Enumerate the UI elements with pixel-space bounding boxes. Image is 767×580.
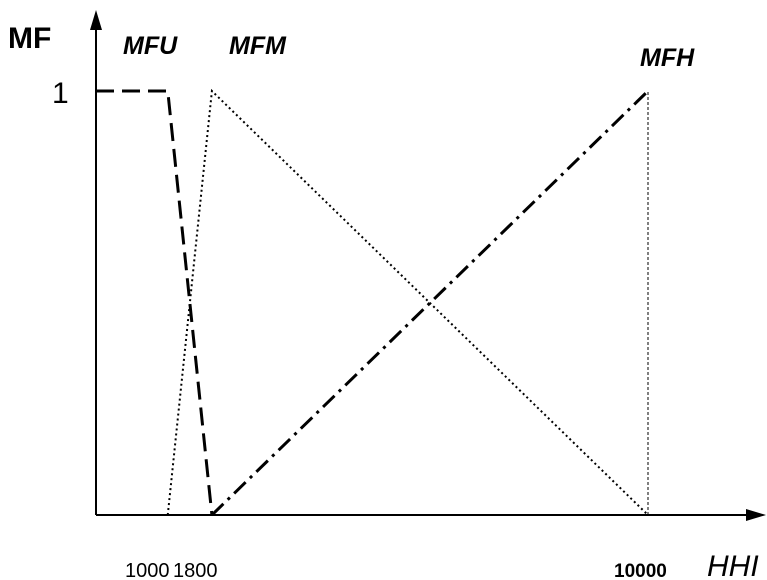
series-label-mfm: MFM <box>229 32 287 60</box>
series-label-mfh: MFH <box>640 44 695 72</box>
y-tick-label: 1 <box>52 77 69 110</box>
series-line-mfm <box>166 88 649 516</box>
y-axis-arrow-icon <box>90 10 102 30</box>
x-axis-label: HHI <box>707 550 759 580</box>
series-label-mfu: MFU <box>123 32 178 60</box>
x-tick-label: 1000 <box>125 560 170 580</box>
x-axis-arrow-icon <box>746 509 766 521</box>
x-tick-label: 1800 <box>173 560 218 580</box>
series-layer <box>96 88 650 517</box>
series-line-mfh <box>210 89 650 517</box>
x-tick-label: 10000 <box>614 561 667 580</box>
y-axis-label: MF <box>8 22 51 55</box>
series-line-mfu <box>96 89 214 516</box>
